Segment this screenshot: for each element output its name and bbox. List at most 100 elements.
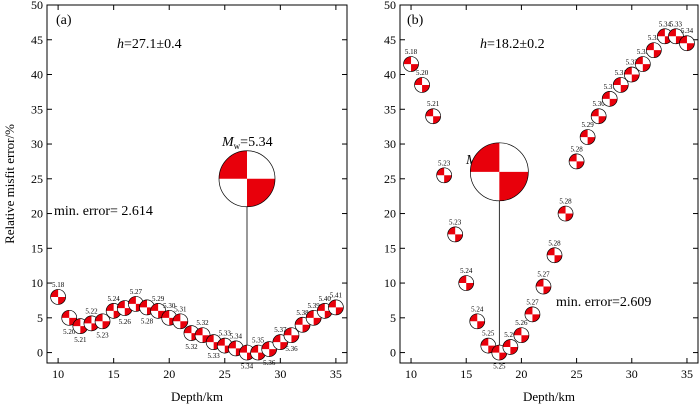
- magnitude-label: 5.23: [96, 331, 109, 339]
- magnitude-label: 5.18: [405, 48, 418, 56]
- y-tick-label: 40: [31, 68, 43, 82]
- focal-mechanism-point-quadrant-se: [587, 137, 596, 145]
- magnitude-label: 5.26: [119, 318, 132, 326]
- focal-mechanism-point[interactable]: [94, 313, 111, 330]
- magnitude-label: 5.24: [108, 295, 121, 303]
- focal-mechanism-point-outline: [568, 153, 585, 170]
- focal-mechanism-point[interactable]: [436, 167, 452, 184]
- focal-mechanism-point-quadrant-nw: [535, 279, 544, 287]
- magnitude-label: 5.24: [471, 305, 484, 313]
- focal-mechanism-point-quadrant-se: [499, 352, 507, 361]
- focal-mechanism-point[interactable]: [469, 313, 486, 330]
- focal-mechanism-point-outline: [612, 77, 629, 93]
- focal-mechanism-point-outline: [172, 313, 189, 330]
- focal-mechanism-point[interactable]: [646, 42, 662, 59]
- magnitude-label: 5.31: [615, 69, 628, 77]
- focal-mechanism-point[interactable]: [668, 28, 684, 45]
- focal-mechanism-point-quadrant-nw: [295, 317, 303, 325]
- focal-mechanism-point[interactable]: [414, 77, 430, 93]
- focal-mechanism-point[interactable]: [261, 341, 278, 357]
- focal-mechanism-point-quadrant-nw: [183, 325, 192, 334]
- magnitude-label: 5.25: [493, 363, 506, 371]
- focal-mechanism-point[interactable]: [612, 77, 629, 93]
- focal-mechanism-point[interactable]: [546, 247, 563, 264]
- magnitude-label: 5.25: [482, 330, 495, 338]
- focal-mechanism-point[interactable]: [305, 309, 322, 326]
- focal-mechanism-point-outline: [535, 278, 552, 295]
- focal-mechanism-point[interactable]: [679, 35, 695, 52]
- focal-mechanism-point-quadrant-se: [565, 213, 574, 222]
- focal-mechanism-point[interactable]: [502, 339, 519, 355]
- best-focal-mechanism[interactable]: [218, 150, 276, 208]
- mw-value: =5.34: [240, 135, 272, 150]
- focal-mechanism-point[interactable]: [328, 299, 344, 316]
- focal-mechanism-point[interactable]: [283, 327, 300, 344]
- focal-mechanism-point[interactable]: [579, 129, 596, 145]
- focal-mechanism-point-quadrant-nw: [61, 310, 70, 318]
- focal-mechanism-point-quadrant-nw: [414, 77, 423, 85]
- focal-mechanism-point-quadrant-nw: [317, 303, 325, 311]
- magnitude-label: 5.30: [163, 302, 176, 310]
- focal-mechanism-point[interactable]: [524, 306, 541, 323]
- magnitude-label: 5.26: [515, 319, 528, 327]
- focal-mechanism-point-outline: [50, 289, 66, 305]
- focal-mechanism-point-outline: [590, 108, 607, 125]
- focal-mechanism-point-quadrant-nw: [195, 327, 203, 336]
- focal-mechanism-point-outline: [579, 129, 596, 145]
- y-tick-label: 15: [384, 241, 396, 255]
- focal-mechanism-point-outline: [436, 167, 452, 184]
- best-focal-mechanism[interactable]: [469, 142, 529, 202]
- x-tick-label: 15: [108, 367, 120, 381]
- focal-mechanism-point-quadrant-nw: [72, 318, 81, 327]
- depth-symbol: h: [117, 37, 124, 52]
- magnitude-label: 5.34: [230, 332, 243, 340]
- focal-mechanism-point-quadrant-nw: [547, 247, 555, 256]
- x-tick-label: 20: [515, 367, 527, 381]
- focal-mechanism-point-quadrant-se: [609, 98, 618, 107]
- focal-mechanism-point[interactable]: [172, 313, 189, 330]
- focal-mechanism-point[interactable]: [568, 153, 585, 170]
- focal-mechanism-point-quadrant-nw: [172, 313, 181, 322]
- focal-mechanism-point-quadrant-nw: [128, 296, 136, 304]
- focal-mechanism-point[interactable]: [557, 205, 574, 222]
- focal-mechanism-point[interactable]: [601, 90, 618, 107]
- y-tick-label: 15: [31, 241, 43, 255]
- magnitude-label: 5.32: [626, 59, 639, 67]
- focal-mechanism-point-quadrant-nw: [272, 334, 281, 343]
- focal-mechanism-point[interactable]: [535, 278, 552, 295]
- focal-mechanism-point-quadrant-nw: [602, 91, 610, 99]
- y-tick-label: 10: [31, 276, 43, 290]
- min-error-text: min. error= 2.614: [54, 204, 153, 219]
- focal-mechanism-point[interactable]: [425, 108, 441, 125]
- focal-mechanism-point-quadrant-se: [510, 347, 518, 355]
- focal-mechanism-point-outline: [403, 56, 419, 72]
- focal-mechanism-point-quadrant-se: [598, 116, 607, 124]
- focal-mechanism-point-quadrant-nw: [480, 338, 489, 346]
- focal-mechanism-point[interactable]: [239, 344, 255, 361]
- focal-mechanism-point-outline: [328, 299, 344, 316]
- focal-mechanism-point[interactable]: [634, 56, 651, 72]
- focal-mechanism-point-outline: [425, 108, 441, 125]
- focal-mechanism-point-quadrant-nw: [106, 303, 114, 311]
- focal-mechanism-point[interactable]: [150, 303, 166, 319]
- focal-mechanism-point[interactable]: [447, 226, 464, 243]
- focal-mechanism-point-quadrant-nw: [613, 77, 621, 85]
- focal-mechanism-point[interactable]: [458, 275, 475, 291]
- x-tick-label: 30: [626, 367, 638, 381]
- focal-mechanism-point-quadrant-se: [69, 317, 77, 326]
- focal-mechanism-point-quadrant-se: [422, 84, 430, 93]
- focal-mechanism-point[interactable]: [50, 289, 66, 305]
- focal-mechanism-point[interactable]: [590, 108, 607, 125]
- focal-mechanism-point[interactable]: [623, 66, 640, 83]
- best-focal-mechanism-outline: [218, 150, 276, 208]
- focal-mechanism-point[interactable]: [294, 316, 311, 333]
- focal-mechanism-point[interactable]: [61, 309, 78, 326]
- focal-mechanism-point[interactable]: [403, 56, 419, 72]
- focal-mechanism-point[interactable]: [513, 327, 530, 344]
- x-axis-title: Depth/km: [171, 389, 223, 404]
- focal-mechanism-point-quadrant-se: [102, 321, 111, 329]
- focal-mechanism-point-outline: [458, 275, 475, 291]
- focal-mechanism-point-quadrant-se: [291, 335, 299, 343]
- focal-mechanism-point-quadrant-se: [124, 308, 133, 316]
- panel-label: (a): [56, 13, 72, 28]
